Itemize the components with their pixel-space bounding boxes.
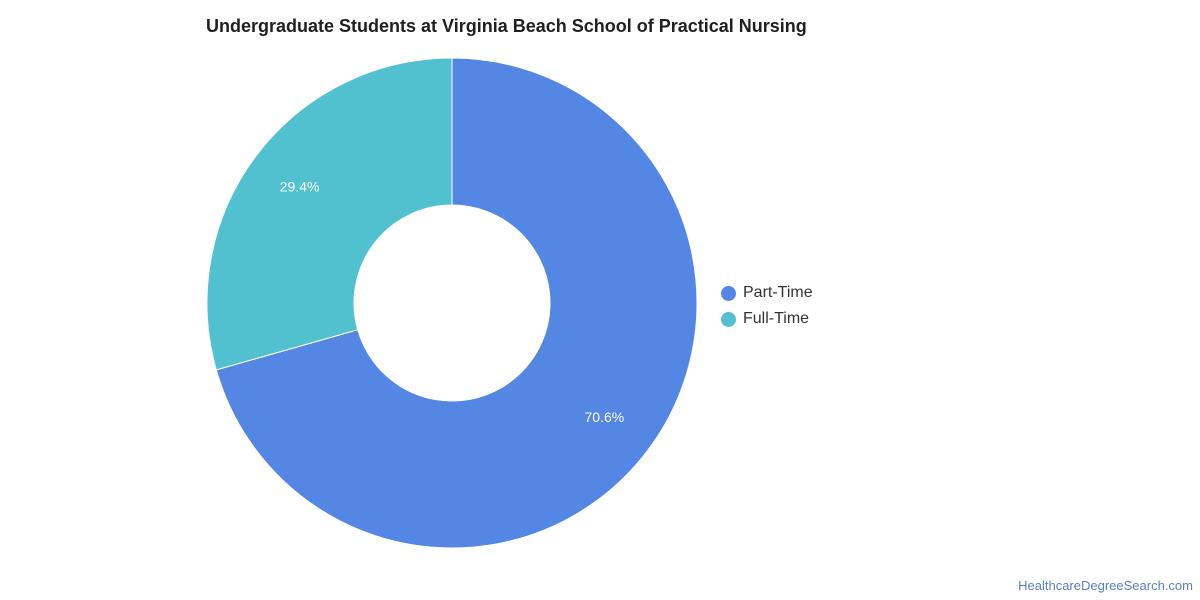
legend-item-part-time[interactable]: Part-Time bbox=[721, 280, 813, 306]
legend-label-part-time: Part-Time bbox=[743, 284, 813, 301]
legend-label-full-time: Full-Time bbox=[743, 310, 810, 327]
slice-part-time[interactable] bbox=[215, 57, 698, 549]
slice-label-full-time: 29.4% bbox=[280, 179, 320, 195]
source-link[interactable]: HealthcareDegreeSearch.com bbox=[1018, 578, 1193, 593]
chart-title: Undergraduate Students at Virginia Beach… bbox=[206, 16, 807, 36]
slice-full-time[interactable] bbox=[206, 57, 453, 371]
slice-label-part-time: 70.6% bbox=[585, 409, 625, 425]
chart-legend: Part-Time Full-Time bbox=[721, 280, 813, 332]
legend-swatch-part-time bbox=[721, 285, 736, 301]
legend-swatch-full-time bbox=[721, 311, 736, 327]
legend-item-full-time[interactable]: Full-Time bbox=[721, 306, 813, 332]
